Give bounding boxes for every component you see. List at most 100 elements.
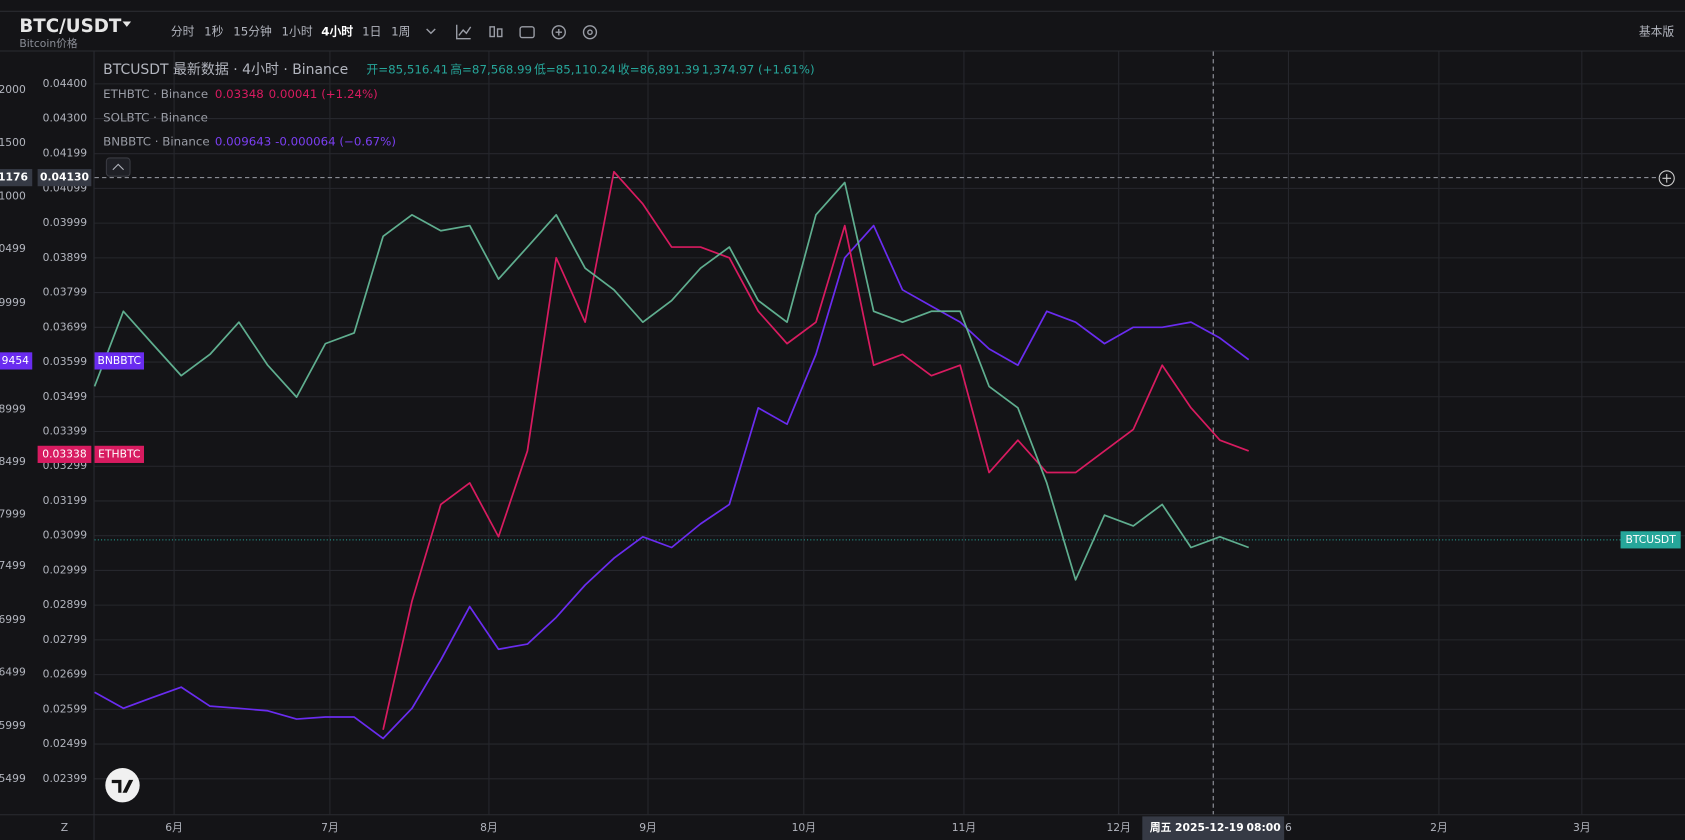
outer-axis-label: 5499	[0, 772, 26, 785]
y-tick-label: 0.02599	[43, 702, 88, 715]
y-tick-label: 0.02799	[43, 633, 88, 646]
interval-button[interactable]: 1日	[362, 25, 381, 39]
plot	[93, 51, 1685, 815]
y-tick-label: 0.03699	[43, 320, 88, 333]
y-tick-label: 0.03399	[43, 425, 88, 438]
chart-type-icon[interactable]	[456, 24, 472, 40]
settings-icon[interactable]	[582, 25, 598, 40]
symbol-dropdown[interactable]	[122, 21, 132, 27]
interval-button[interactable]: 1小时	[282, 25, 313, 39]
camera-icon[interactable]	[519, 26, 535, 39]
collapse-arrow	[112, 163, 124, 171]
outer-axis-label: 7999	[0, 508, 26, 521]
legend-text: 低=85,110.24	[534, 62, 616, 76]
indicator-icon-2	[496, 28, 503, 38]
y-tick-label: 0.03599	[43, 355, 88, 368]
y-tick-label: 0.03799	[43, 286, 88, 299]
outer-axis-label: 1000	[0, 190, 26, 203]
symbol[interactable]: BTC/USDT	[19, 16, 122, 37]
y-tick-label: 0.02999	[43, 563, 88, 576]
y-tick-label: 0.04300	[43, 112, 88, 125]
x-tick-label: 11月	[952, 821, 976, 834]
indicator-icon[interactable]	[489, 26, 496, 38]
add-line-button[interactable]	[1658, 170, 1675, 187]
series-line	[93, 181, 1250, 581]
x-tick-label: 10月	[792, 821, 816, 834]
add-icon-plus	[555, 29, 563, 36]
bnb-outer-text: 9454	[2, 354, 29, 367]
y-tick-label: 0.02699	[43, 668, 88, 681]
settings-icon-dot	[587, 29, 593, 36]
eth-name-badge	[94, 445, 144, 463]
bnb-name-badge	[94, 352, 144, 370]
legend-text: 1,374.97 (+1.61%)	[702, 62, 815, 76]
interval-button[interactable]: 15分钟	[233, 25, 272, 39]
x-tick-label: 12月	[1106, 821, 1130, 834]
legend-text: 开=85,516.41	[366, 62, 448, 76]
outer-axis-label: 6999	[0, 613, 26, 626]
legend-text: 0.03348	[215, 87, 264, 101]
series-line	[382, 170, 1250, 730]
legend-text: 高=87,568.99	[450, 62, 532, 76]
y-tick-label: 0.04199	[43, 147, 88, 160]
eth-price: 0.03338	[42, 447, 87, 460]
outer-badge-text: 1176	[0, 171, 28, 184]
add-line-plus	[1662, 174, 1672, 183]
y-tick-label: 0.03899	[43, 251, 88, 264]
eth-price-badge	[37, 445, 92, 463]
outer-axis-label: 1500	[0, 136, 26, 149]
y-tick-label: 0.03199	[43, 494, 88, 507]
interval-button[interactable]: 1秒	[204, 25, 224, 39]
tv-logo-bg[interactable]	[105, 768, 140, 803]
outer-axis-label: 5999	[0, 719, 26, 732]
x-tick-label: 3月	[1573, 821, 1591, 834]
interval-button[interactable]: 分时	[171, 25, 195, 39]
main-name: BTCUSDT	[1625, 533, 1676, 546]
legend-text: SOLBTC · Binance	[103, 111, 208, 125]
y-tick-label: 0.02399	[43, 772, 88, 785]
interval-dropdown[interactable]	[426, 28, 436, 35]
x-tick-label: 6	[1285, 821, 1292, 834]
time-badge	[1142, 816, 1285, 840]
outer-axis-label: 9999	[0, 296, 26, 309]
eth-name: ETHBTC	[98, 447, 140, 460]
x-tick-label: 2月	[1430, 821, 1448, 834]
legend-text: -0.000064 (−0.67%)	[275, 134, 396, 148]
add-icon[interactable]	[551, 25, 566, 40]
legend-text: 收=86,891.39	[618, 62, 700, 76]
outer-axis-label: 0499	[0, 242, 26, 255]
outer-axis-label: 7499	[0, 559, 26, 572]
legend-text: 0.00041 (+1.24%)	[269, 87, 378, 101]
interval-button[interactable]: 4小时	[321, 25, 353, 39]
crosshair-clock: 08:00	[1247, 821, 1281, 834]
bnb-outer-badge	[0, 352, 33, 370]
outer-axis-label: 8499	[0, 455, 26, 468]
legend-text: 0.009643	[215, 134, 271, 148]
legend-text: BTCUSDT 最新数据 · 4小时 · Binance	[103, 62, 348, 78]
crosshair-badge	[37, 169, 92, 187]
bnb-name: BNBBTC	[98, 354, 142, 367]
y-tick-label: 0.04400	[43, 77, 88, 90]
x-tick-label: 7月	[321, 821, 339, 834]
legend-text: BNBBTC · Binance	[103, 134, 209, 148]
x-tick-label: 8月	[480, 821, 498, 834]
y-tick-label: 0.03099	[43, 529, 88, 542]
toolbar-icons	[426, 24, 598, 40]
y-tick-label: 0.03999	[43, 216, 88, 229]
y-tick-label: 0.03499	[43, 390, 88, 403]
symbol-subtitle: Bitcoin价格	[19, 37, 78, 50]
x-tick-label: 9月	[639, 821, 657, 834]
outer-badge	[0, 169, 33, 187]
legend-text: ETHBTC · Binance	[103, 87, 208, 101]
crosshair-time: 周五 2025-12-19	[1150, 821, 1244, 834]
bottom-left-label: Z	[61, 821, 68, 834]
collapse-button[interactable]	[105, 157, 131, 177]
interval-button[interactable]: 1周	[391, 25, 410, 39]
outer-axis-label: 2000	[0, 83, 26, 96]
y-tick-label: 0.02899	[43, 598, 88, 611]
crosshair-price: 0.04130	[40, 171, 89, 184]
mode-label[interactable]: 基本版	[1639, 25, 1675, 39]
x-tick-label: 6月	[165, 821, 183, 834]
